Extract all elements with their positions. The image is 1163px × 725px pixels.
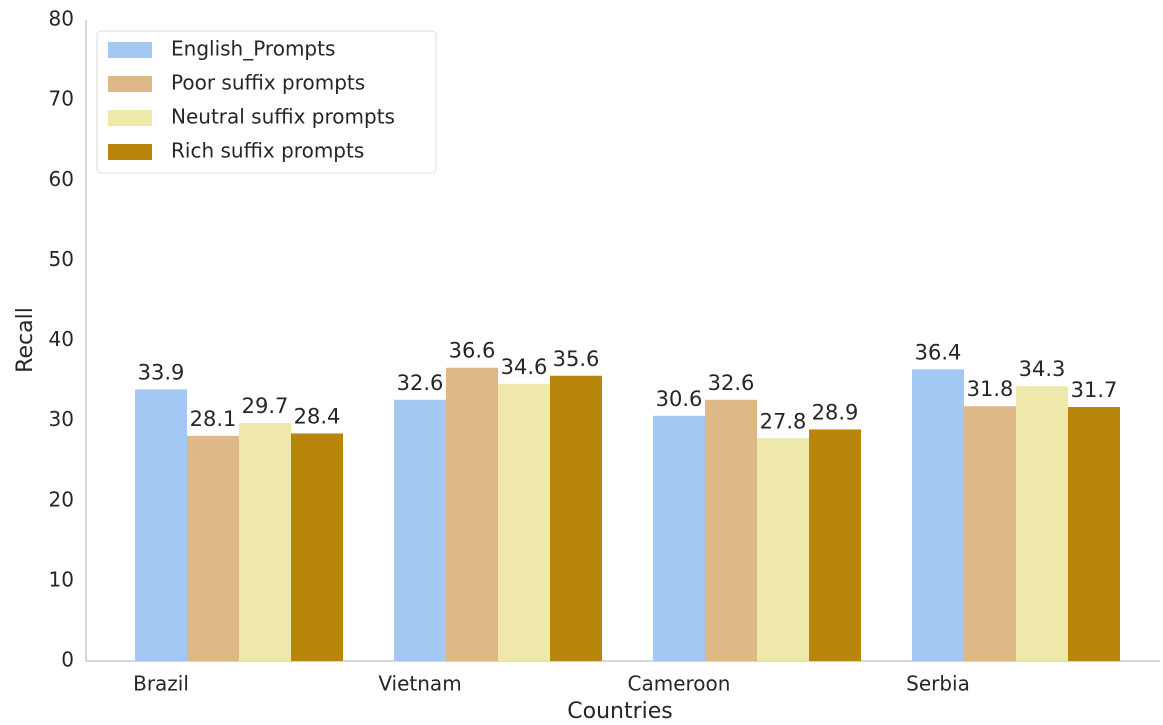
y-tick-label: 40 [49,327,74,351]
bar [653,415,705,661]
legend-label: Poor suffix prompts [171,71,365,95]
value-label: 28.1 [190,407,237,431]
value-label: 35.6 [553,347,600,371]
value-label: 27.8 [760,409,807,433]
value-label: 28.4 [294,404,341,428]
bar [964,406,1016,661]
bar [912,369,964,661]
value-label: 36.4 [915,340,962,364]
bar [757,438,809,661]
legend-swatch [108,110,152,126]
bar [446,367,498,661]
bar [1068,407,1120,661]
legend-swatch [108,144,152,160]
value-label: 34.3 [1019,357,1066,381]
legend-label: Rich suffix prompts [171,139,364,163]
legend-label: English_Prompts [171,37,335,61]
x-axis-label: Countries [567,699,673,724]
bar [291,433,343,661]
x-tick-label: Brazil [133,672,189,696]
y-tick-label: 50 [49,247,74,271]
legend-box [96,30,437,174]
value-label: 36.6 [449,339,496,363]
y-tick-label: 70 [49,87,74,111]
x-tick-label: Cameroon [628,672,731,696]
y-tick-label: 10 [49,567,74,591]
y-tick-label: 80 [49,7,74,31]
y-tick-label: 60 [49,167,74,191]
x-tick-label: Vietnam [378,672,461,696]
value-label: 33.9 [138,360,185,384]
value-label: 29.7 [242,394,289,418]
y-axis-label: Recall [13,307,38,373]
value-label: 28.9 [812,400,859,424]
bar [394,399,446,661]
y-tick-label: 20 [49,487,74,511]
value-label: 31.8 [967,377,1014,401]
x-tick-label: Serbia [906,672,970,696]
bar [705,399,757,661]
legend-swatch [108,42,152,58]
bar [239,423,291,661]
value-label: 34.6 [501,355,548,379]
bar [1016,386,1068,661]
value-label: 30.6 [656,387,703,411]
y-tick-label: 30 [49,407,74,431]
legend-label: Neutral suffix prompts [171,105,395,129]
legend-swatch [108,76,152,92]
bar [550,375,602,661]
bar [498,383,550,661]
bar [187,435,239,661]
value-label: 32.6 [397,371,444,395]
bar [809,429,861,661]
y-tick-label: 0 [61,648,74,672]
value-label: 31.7 [1071,378,1118,402]
legend: English_Prompts Poor suffix prompts Neutra… [96,30,437,174]
value-label: 32.6 [708,371,755,395]
bar [135,389,187,661]
